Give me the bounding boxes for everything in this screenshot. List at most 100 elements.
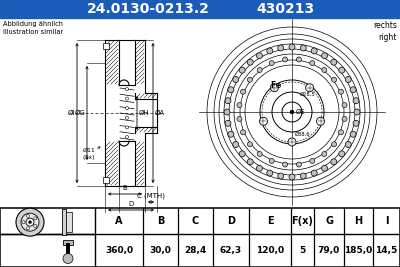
Circle shape [345, 77, 351, 83]
Circle shape [126, 88, 128, 91]
Circle shape [282, 57, 288, 62]
Circle shape [228, 87, 234, 93]
Circle shape [267, 170, 273, 176]
Circle shape [322, 165, 328, 171]
Circle shape [339, 67, 345, 73]
Text: 62,3: 62,3 [220, 246, 242, 255]
Text: A: A [115, 216, 123, 226]
Circle shape [247, 159, 253, 165]
Circle shape [239, 67, 245, 73]
Bar [0, 0, 400, 18]
Circle shape [126, 107, 128, 110]
Circle shape [256, 53, 262, 59]
Text: ØG: ØG [74, 110, 85, 116]
Circle shape [350, 131, 356, 137]
Circle shape [228, 131, 234, 137]
Circle shape [338, 89, 344, 94]
Circle shape [353, 120, 359, 126]
Circle shape [288, 138, 296, 146]
Circle shape [350, 87, 356, 93]
Text: 5: 5 [299, 246, 306, 255]
Text: C: C [192, 216, 199, 226]
Circle shape [316, 117, 324, 125]
Text: 185,0: 185,0 [344, 246, 373, 255]
Text: 30,0: 30,0 [150, 246, 172, 255]
Text: 120,0: 120,0 [256, 246, 284, 255]
Circle shape [225, 120, 231, 126]
Circle shape [339, 151, 345, 157]
Bar [103, 43, 109, 49]
Circle shape [26, 214, 30, 218]
Text: H: H [354, 216, 362, 226]
Circle shape [278, 45, 284, 51]
Bar [62, 209, 66, 235]
Text: 24.0130-0213.2: 24.0130-0213.2 [86, 2, 210, 16]
Circle shape [126, 116, 128, 119]
Circle shape [306, 84, 314, 92]
Circle shape [224, 109, 230, 115]
Circle shape [267, 48, 273, 54]
Circle shape [237, 116, 242, 121]
Circle shape [354, 109, 360, 115]
Circle shape [322, 152, 327, 156]
Text: ØE: ØE [296, 109, 306, 115]
Text: 14,5: 14,5 [375, 246, 398, 255]
Circle shape [21, 213, 39, 231]
Text: rechts
right: rechts right [373, 21, 397, 42]
Bar [66, 212, 72, 232]
Text: 79,0: 79,0 [318, 246, 340, 255]
Text: 360,0: 360,0 [105, 246, 133, 255]
Circle shape [300, 173, 306, 179]
Circle shape [126, 97, 128, 100]
Circle shape [322, 68, 327, 72]
Circle shape [296, 162, 302, 167]
Text: Ø38,6: Ø38,6 [295, 132, 311, 136]
Text: (3x): (3x) [83, 155, 95, 160]
Circle shape [269, 159, 274, 163]
Circle shape [248, 77, 252, 82]
Circle shape [233, 142, 239, 147]
Circle shape [126, 135, 128, 139]
Circle shape [331, 59, 337, 65]
Circle shape [63, 253, 73, 264]
Circle shape [342, 103, 347, 108]
Bar [63, 241, 73, 245]
Circle shape [289, 44, 295, 50]
Text: ØH: ØH [139, 110, 150, 116]
Circle shape [237, 103, 242, 108]
Circle shape [239, 151, 245, 157]
Circle shape [345, 142, 351, 147]
Circle shape [28, 221, 32, 224]
Text: 430213: 430213 [256, 2, 314, 16]
Text: Ø28,5: Ø28,5 [300, 92, 316, 96]
Circle shape [270, 84, 278, 92]
Circle shape [342, 116, 347, 121]
Circle shape [289, 174, 295, 180]
Circle shape [269, 61, 274, 65]
Circle shape [260, 117, 268, 125]
Text: F⊕: F⊕ [270, 81, 282, 90]
Circle shape [240, 89, 246, 94]
Circle shape [240, 130, 246, 135]
Bar [0, 208, 400, 267]
Circle shape [26, 227, 30, 230]
Circle shape [290, 110, 294, 114]
Circle shape [278, 173, 284, 179]
Circle shape [332, 142, 336, 147]
Circle shape [26, 218, 34, 226]
Circle shape [311, 48, 317, 54]
Text: F(x): F(x) [292, 216, 314, 226]
Text: ØA: ØA [155, 110, 165, 116]
Circle shape [256, 165, 262, 171]
Text: D: D [128, 201, 134, 207]
Circle shape [126, 126, 128, 129]
Circle shape [247, 59, 253, 65]
Circle shape [311, 170, 317, 176]
Circle shape [332, 77, 336, 82]
Circle shape [338, 130, 344, 135]
Circle shape [248, 142, 252, 147]
Circle shape [233, 77, 239, 83]
Circle shape [300, 45, 306, 51]
Circle shape [310, 159, 315, 163]
Circle shape [257, 68, 262, 72]
